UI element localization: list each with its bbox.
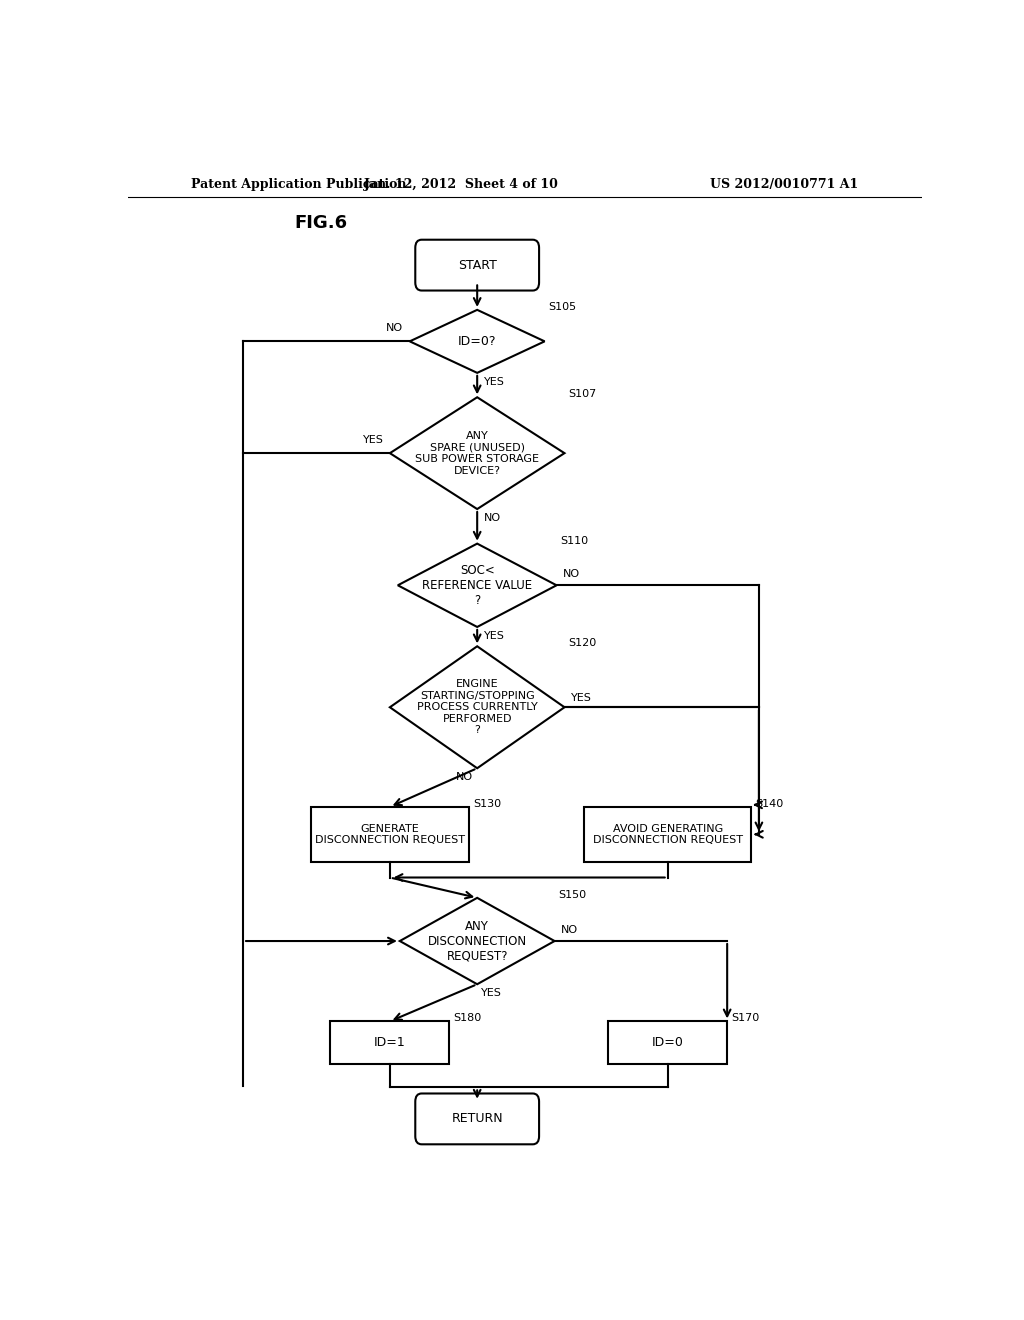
FancyBboxPatch shape — [416, 1093, 539, 1144]
Text: NO: NO — [386, 323, 403, 333]
Text: ID=0?: ID=0? — [458, 335, 497, 348]
Polygon shape — [390, 397, 564, 510]
Text: YES: YES — [483, 378, 505, 387]
Polygon shape — [410, 310, 545, 372]
Text: SOC<
REFERENCE VALUE
?: SOC< REFERENCE VALUE ? — [422, 564, 532, 607]
Text: S150: S150 — [558, 890, 587, 900]
Text: S120: S120 — [568, 639, 597, 648]
Text: YES: YES — [483, 631, 505, 642]
Text: ID=1: ID=1 — [374, 1036, 406, 1049]
Text: FIG.6: FIG.6 — [295, 214, 348, 232]
Bar — [310, 807, 469, 862]
Text: NO: NO — [456, 772, 473, 783]
Polygon shape — [397, 544, 557, 627]
Text: S107: S107 — [568, 389, 597, 399]
Text: S110: S110 — [560, 536, 589, 545]
Polygon shape — [390, 647, 564, 768]
FancyBboxPatch shape — [416, 240, 539, 290]
Text: AVOID GENERATING
DISCONNECTION REQUEST: AVOID GENERATING DISCONNECTION REQUEST — [593, 824, 742, 845]
Text: NO: NO — [563, 569, 580, 579]
Text: START: START — [458, 259, 497, 272]
Polygon shape — [399, 898, 555, 985]
Bar — [331, 1022, 450, 1064]
Bar — [608, 1022, 727, 1064]
Text: S180: S180 — [454, 1014, 481, 1023]
Text: RETURN: RETURN — [452, 1113, 503, 1126]
Text: ANY
DISCONNECTION
REQUEST?: ANY DISCONNECTION REQUEST? — [428, 920, 526, 962]
Text: Jan. 12, 2012  Sheet 4 of 10: Jan. 12, 2012 Sheet 4 of 10 — [364, 178, 559, 191]
Text: YES: YES — [362, 436, 384, 445]
Text: GENERATE
DISCONNECTION REQUEST: GENERATE DISCONNECTION REQUEST — [315, 824, 465, 845]
Text: YES: YES — [481, 989, 502, 998]
Text: S140: S140 — [755, 799, 783, 809]
Text: YES: YES — [570, 693, 592, 704]
Text: ANY
SPARE (UNUSED)
SUB POWER STORAGE
DEVICE?: ANY SPARE (UNUSED) SUB POWER STORAGE DEV… — [415, 430, 540, 475]
Text: Patent Application Publication: Patent Application Publication — [191, 178, 407, 191]
Text: S105: S105 — [549, 302, 577, 312]
Text: US 2012/0010771 A1: US 2012/0010771 A1 — [710, 178, 858, 191]
Text: NO: NO — [483, 513, 501, 523]
Text: S130: S130 — [473, 799, 502, 809]
Text: S170: S170 — [731, 1014, 760, 1023]
Text: NO: NO — [561, 925, 578, 935]
Text: ID=0: ID=0 — [651, 1036, 684, 1049]
Bar — [585, 807, 751, 862]
Text: ENGINE
STARTING/STOPPING
PROCESS CURRENTLY
PERFORMED
?: ENGINE STARTING/STOPPING PROCESS CURRENT… — [417, 678, 538, 735]
